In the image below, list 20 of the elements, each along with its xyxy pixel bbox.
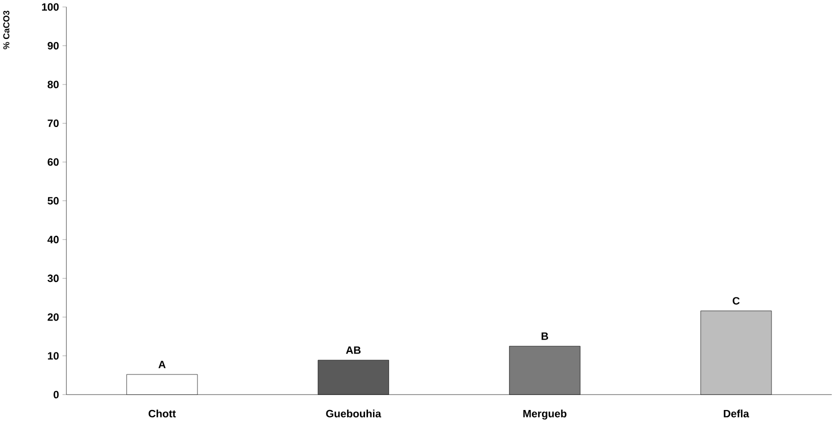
y-tick-label: 30	[48, 274, 59, 282]
y-tick-label: 90	[48, 42, 59, 50]
x-tick-label: Guebouhia	[326, 410, 382, 418]
y-tick-label: 70	[48, 120, 59, 128]
y-tick-label: 10	[48, 352, 59, 360]
x-tick-label: Chott	[148, 410, 176, 418]
y-axis-title: % CaCO3	[3, 10, 10, 50]
y-tick-label: 60	[48, 158, 59, 166]
y-tick-label: 40	[47, 236, 59, 244]
annotation: A	[158, 360, 166, 368]
y-tick-label: 20	[48, 313, 59, 321]
y-tick-label: 80	[48, 80, 59, 88]
annotation: C	[732, 297, 740, 305]
y-tick-label: 0	[54, 390, 59, 398]
y-tick-label: 100	[42, 3, 59, 11]
annotation: AB	[346, 346, 361, 354]
annotation: B	[542, 332, 548, 340]
x-tick-label: Mergueb	[523, 410, 566, 420]
x-tick-label: Defla	[724, 410, 750, 418]
y-tick-label: 50	[48, 197, 59, 205]
